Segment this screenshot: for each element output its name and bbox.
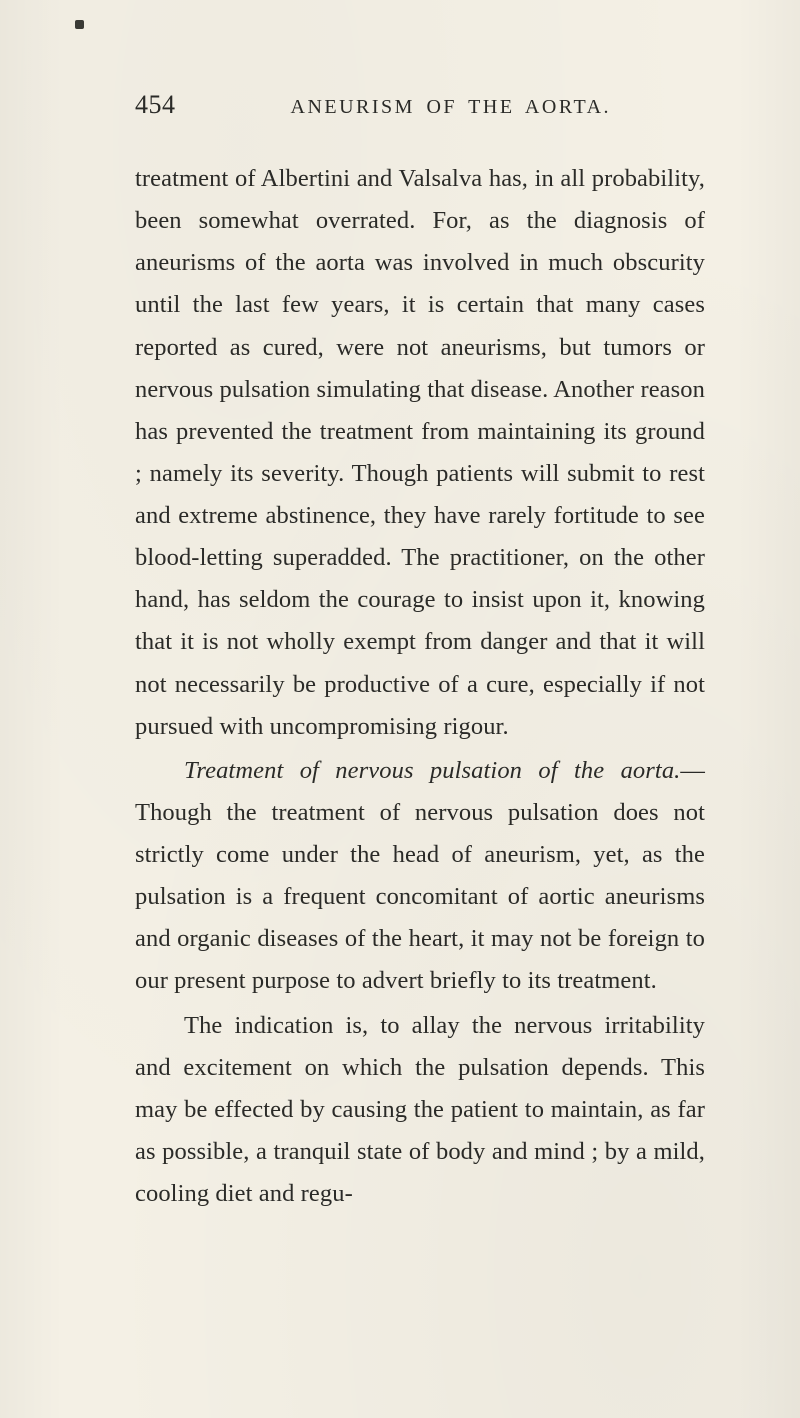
paragraph-2-italic-lead: Treatment of nervous pulsation of the ao… [184, 757, 680, 784]
paragraph-3: The indication is, to allay the nervous … [135, 1005, 705, 1216]
page-number: 454 [135, 90, 176, 120]
running-head: ANEURISM OF THE AORTA. [291, 96, 612, 119]
page-body: treatment of Albertini and Valsalva has,… [135, 158, 705, 1215]
page-header: 454 ANEURISM OF THE AORTA. [135, 90, 705, 120]
paragraph-1: treatment of Albertini and Valsalva has,… [135, 158, 705, 748]
paragraph-2: Treatment of nervous pulsation of the ao… [135, 750, 705, 1003]
book-page: 454 ANEURISM OF THE AORTA. treatment of … [0, 0, 800, 1418]
margin-dot-mark [75, 20, 84, 29]
paragraph-2-rest: — Though the treatment of nervous pulsat… [135, 757, 705, 995]
